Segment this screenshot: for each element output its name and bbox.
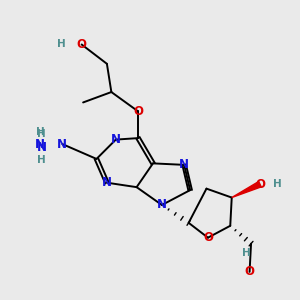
Polygon shape [232, 182, 261, 198]
Text: H: H [37, 155, 46, 165]
Text: O: O [203, 231, 213, 244]
Text: N: N [37, 140, 46, 154]
Text: H: H [37, 129, 46, 139]
Text: N: N [102, 176, 112, 189]
Text: H: H [242, 248, 251, 257]
Text: H: H [273, 179, 282, 189]
Text: N: N [57, 138, 67, 151]
Text: N: N [111, 133, 121, 146]
Text: O: O [76, 38, 87, 51]
Text: N: N [157, 199, 167, 212]
Text: O: O [255, 178, 265, 191]
Text: O: O [244, 266, 255, 278]
Text: N: N [179, 158, 189, 171]
Text: H: H [57, 40, 66, 50]
Text: O: O [133, 105, 143, 118]
Text: N: N [35, 138, 45, 151]
Text: H: H [36, 127, 44, 137]
